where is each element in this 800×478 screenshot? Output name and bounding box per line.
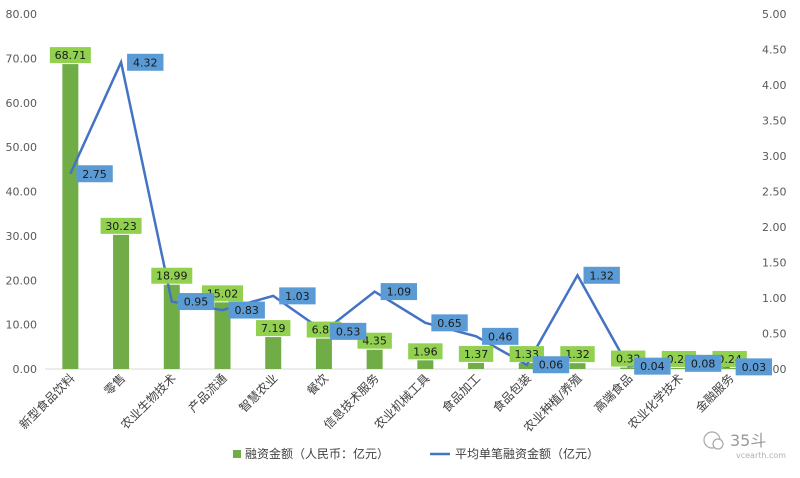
bar: [113, 234, 130, 369]
right-tick-label: 4.00: [762, 79, 787, 92]
bar: [721, 367, 738, 369]
right-tick-label: 4.50: [762, 44, 787, 57]
line-label-box: [127, 53, 164, 71]
bar-series: [62, 64, 738, 370]
legend-bar-label: 融资金额（人民币：亿元）: [245, 446, 389, 461]
category-label: 智慧农业: [236, 371, 281, 416]
line-data-labels: 2.75 4.32 0.95 0.83 1.03 0.53 1.09 0.65 0.46 0.06…: [76, 53, 773, 376]
category-label: 产品流通: [186, 371, 230, 415]
right-tick-label: 3.00: [762, 150, 787, 163]
bar-data-label: 15.02: [207, 287, 239, 300]
bar-data-label: 18.99: [156, 270, 188, 283]
bar-label-box: [256, 320, 291, 337]
line-label-box: [482, 327, 519, 345]
left-tick-label: 30.00: [6, 230, 38, 243]
line-label-box: [380, 283, 418, 301]
watermark-subtext: vcearth.com: [736, 451, 786, 460]
legend-bar-swatch: [233, 450, 241, 458]
line-label-box: [76, 165, 113, 183]
category-label: 食品加工: [439, 371, 484, 416]
line-label-box: [583, 266, 620, 284]
line-data-label: 0.06: [539, 359, 564, 372]
right-axis-ticks: 0.000.501.001.502.002.503.003.504.004.50…: [762, 8, 787, 376]
bar-data-label: 1.96: [413, 345, 438, 358]
line-label-box: [228, 301, 265, 319]
legend: 融资金额（人民币：亿元） 平均单笔融资金额（亿元）: [233, 446, 599, 461]
bar-data-label: 1.37: [464, 348, 489, 361]
bar: [163, 284, 180, 369]
bar: [670, 367, 687, 369]
watermark-text: 35斗: [730, 431, 766, 450]
bar-label-box: [408, 343, 443, 360]
line-label-box: [329, 322, 367, 340]
line-data-label: 4.32: [133, 56, 158, 69]
legend-line-label: 平均单笔融资金额（亿元）: [455, 446, 599, 461]
line-data-label: 0.95: [184, 296, 209, 309]
category-label: 食品包装: [489, 371, 534, 416]
bar: [468, 362, 485, 369]
line-data-label: 0.65: [437, 317, 462, 330]
category-label: 餐饮: [303, 371, 331, 399]
left-tick-label: 0.00: [13, 363, 38, 376]
line-data-label: 1.32: [589, 269, 614, 282]
line-data-label: 1.09: [387, 286, 412, 299]
bar: [265, 337, 282, 369]
bar-data-label: 4.35: [362, 335, 387, 348]
right-tick-label: 2.00: [762, 221, 787, 234]
left-axis-ticks: 0.00 10.00 20.00 30.00 40.00 50.00 60.00 70.00 8…: [6, 8, 38, 376]
category-label: 新型食品饮料: [16, 371, 78, 433]
line-label-box: [431, 314, 468, 332]
right-tick-label: 5.00: [762, 8, 787, 21]
bar-label-box: [151, 267, 193, 284]
bar-label-box: [100, 217, 142, 234]
line-data-label: 0.83: [234, 304, 259, 317]
line-label-box: [177, 293, 215, 311]
line-data-label: 0.53: [336, 325, 361, 338]
line-data-label: 0.46: [488, 330, 513, 343]
line-data-label: 2.75: [82, 168, 107, 181]
bar: [620, 367, 637, 369]
left-tick-label: 60.00: [6, 97, 38, 110]
right-tick-label: 1.00: [762, 292, 787, 305]
watermark: 35斗 vcearth.com: [703, 431, 786, 460]
wechat-icon-inner: [712, 438, 724, 450]
bar: [62, 64, 79, 370]
bar-label-box: [49, 47, 91, 64]
right-tick-label: 1.50: [762, 257, 787, 270]
right-tick-label: 3.50: [762, 115, 787, 128]
bar-data-label: 1.32: [565, 348, 590, 361]
bar: [417, 360, 434, 369]
bar: [366, 349, 383, 369]
bar-label-box: [458, 345, 494, 362]
category-label: 金融服务: [692, 371, 737, 416]
line-label-box: [634, 357, 671, 375]
line-data-label: 0.03: [742, 361, 767, 374]
line-label-box: [279, 287, 316, 305]
line-data-label: 0.08: [691, 357, 716, 370]
bar-data-label: 7.19: [261, 322, 286, 335]
line-label-box: [532, 356, 570, 374]
left-tick-label: 10.00: [6, 319, 38, 332]
bar-data-label: 30.23: [105, 220, 137, 233]
line-label-box: [684, 354, 722, 372]
left-tick-label: 50.00: [6, 141, 38, 154]
left-tick-label: 40.00: [6, 186, 38, 199]
bar: [569, 363, 586, 369]
line-data-label: 0.04: [640, 360, 665, 373]
left-tick-label: 20.00: [6, 274, 38, 287]
bar: [214, 302, 231, 369]
category-label: 零售: [101, 371, 129, 399]
left-tick-label: 70.00: [6, 52, 38, 65]
line-label-box: [735, 358, 773, 376]
bar-data-label: 68.71: [55, 49, 87, 62]
right-tick-label: 2.50: [762, 186, 787, 199]
right-tick-label: 0.50: [762, 328, 787, 341]
category-label: 高端食品: [591, 371, 636, 416]
bar: [315, 338, 332, 369]
line-data-label: 1.03: [285, 290, 310, 303]
left-tick-label: 80.00: [6, 8, 38, 21]
